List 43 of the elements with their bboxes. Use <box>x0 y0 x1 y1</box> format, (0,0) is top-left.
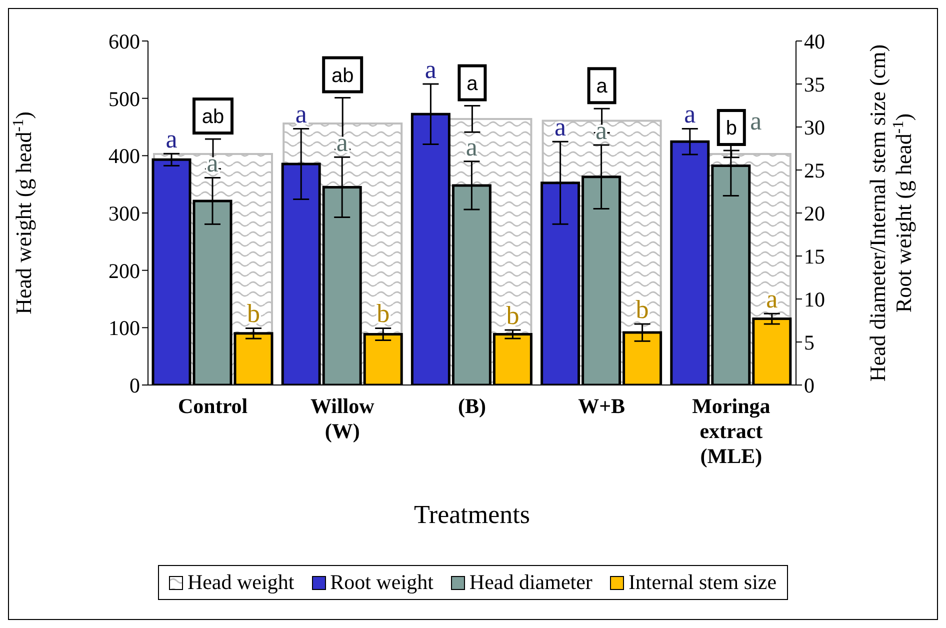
y2-tick-label: 40 <box>804 29 825 54</box>
data-label: a <box>295 100 308 129</box>
y2-tick-label: 25 <box>804 158 825 182</box>
data-label: a <box>166 124 178 154</box>
data-label: a <box>466 132 478 162</box>
y2-tick-label: 10 <box>804 287 825 312</box>
y-tick-label: 500 <box>108 86 140 111</box>
y2-tick-label: 5 <box>804 330 814 354</box>
y2-tick-label: 30 <box>804 115 825 140</box>
legend-label: Head diameter <box>469 570 592 595</box>
x-tick-label: Moringa extract (MLE) <box>692 394 771 468</box>
y2-tick-label: 0 <box>804 373 814 398</box>
data-label: ab <box>331 64 354 87</box>
data-label: a <box>684 100 696 129</box>
data-label: b <box>726 118 737 140</box>
data-label: b <box>506 300 520 330</box>
y-tick-label: 100 <box>108 316 140 340</box>
x-tick-label: W+B <box>578 394 626 418</box>
data-label: a <box>424 55 437 84</box>
y2-tick-label: 35 <box>804 72 825 96</box>
data-label: a <box>554 112 567 142</box>
y-tick-label: 300 <box>108 201 140 226</box>
data-label: ab <box>202 106 224 128</box>
data-label: a <box>766 284 778 314</box>
data-label: b <box>247 299 260 328</box>
legend-label: Root weight <box>330 570 434 595</box>
y-tick-label: 0 <box>130 373 140 398</box>
x-tick-label: Control <box>178 394 248 418</box>
x-tick-label: (B) <box>458 394 486 418</box>
data-label: a <box>596 76 608 98</box>
y-tick-label: 600 <box>108 29 140 54</box>
y2-tick-label: 20 <box>804 201 825 226</box>
legend-label: Internal stem size <box>628 570 777 595</box>
data-label: a <box>466 72 479 95</box>
data-label: a <box>750 106 762 136</box>
x-axis-title: Treatments <box>414 500 530 529</box>
y-tick-label: 200 <box>108 258 140 283</box>
y2-tick-label: 15 <box>804 244 825 268</box>
data-label: b <box>636 294 649 324</box>
y-tick-label: 400 <box>108 144 140 168</box>
data-label: b <box>376 299 390 328</box>
x-tick-label: Willow (W) <box>310 394 376 443</box>
legend-label: Head weight <box>187 570 294 595</box>
